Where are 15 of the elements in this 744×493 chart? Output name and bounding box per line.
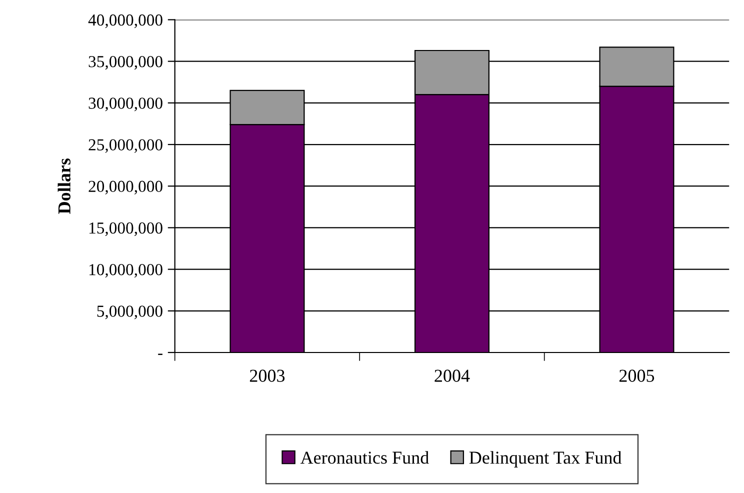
x-tick-label: 2003: [250, 370, 285, 382]
y-axis-title: Dollars: [58, 158, 70, 214]
legend-label: Aeronautics Fund: [300, 451, 429, 464]
y-tick-label: 40,000,000: [88, 14, 162, 28]
y-tick-label: 20,000,000: [88, 180, 162, 194]
legend-label: Delinquent Tax Fund: [469, 451, 622, 468]
x-tick-label: 2004: [434, 370, 470, 382]
y-tick-label: 30,000,000: [88, 98, 162, 112]
y-tick-label: 35,000,000: [88, 56, 162, 70]
y-tick-label: 10,000,000: [90, 264, 162, 278]
y-tick-label: 25,000,000: [88, 139, 162, 153]
y-tick-label: -: [158, 354, 162, 355]
x-tick-label: 2005: [619, 370, 654, 382]
y-tick-label: 15,000,000: [90, 222, 162, 236]
y-tick-label: 5,000,000: [97, 306, 162, 320]
